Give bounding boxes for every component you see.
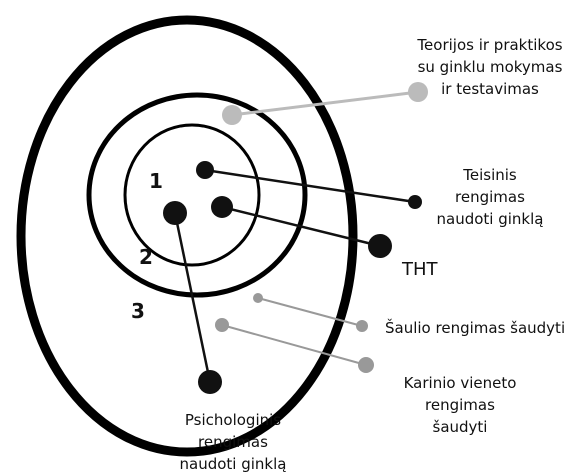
ring-number: 1 bbox=[149, 169, 163, 193]
connector bbox=[163, 201, 222, 394]
ring-number: 3 bbox=[131, 299, 145, 323]
label: šaudyti bbox=[433, 418, 488, 436]
outer-ring bbox=[16, 15, 358, 457]
label: Psichologinis bbox=[185, 411, 281, 429]
label: naudoti ginklą bbox=[180, 455, 287, 473]
label: THT bbox=[401, 259, 439, 280]
middle-ring bbox=[86, 92, 308, 298]
connector bbox=[215, 318, 374, 373]
connector bbox=[253, 293, 368, 332]
label: rengimas bbox=[425, 396, 495, 414]
connector bbox=[222, 82, 428, 125]
connector bbox=[196, 161, 422, 209]
label: rengimas bbox=[455, 188, 525, 206]
label: ir testavimas bbox=[441, 80, 539, 98]
label: Teorijos ir praktikos bbox=[416, 36, 562, 54]
label: su ginklu mokymas bbox=[418, 58, 563, 76]
label: Teisinis bbox=[462, 166, 517, 184]
label: rengimas bbox=[198, 433, 268, 451]
inner-ring bbox=[123, 123, 261, 267]
label: Šaulio rengimas šaudyti bbox=[385, 318, 565, 337]
label: naudoti ginklą bbox=[437, 210, 544, 228]
label: Karinio vieneto bbox=[404, 374, 517, 392]
connector bbox=[211, 196, 392, 258]
ring-number: 2 bbox=[139, 245, 153, 269]
